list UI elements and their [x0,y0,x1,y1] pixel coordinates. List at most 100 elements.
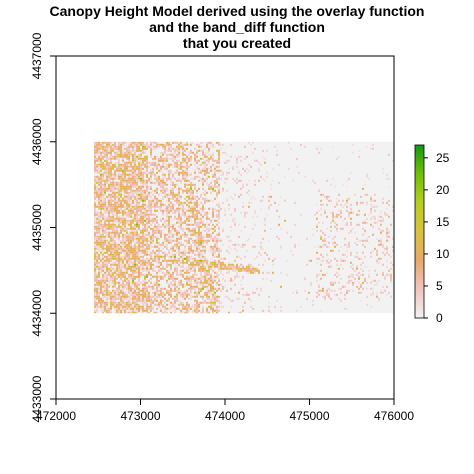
raster-cell [116,205,118,208]
raster-cell [374,279,376,282]
raster-cell [112,289,114,292]
raster-cell [144,219,146,222]
raster-cell [178,225,180,228]
raster-cell [134,287,136,290]
raster-cell [246,183,248,186]
raster-cell [204,161,206,164]
raster-cell [106,285,108,288]
raster-cell [208,291,210,294]
raster-cell [390,255,392,258]
raster-cell [194,259,196,262]
raster-cell [268,305,270,308]
raster-cell [188,203,190,206]
raster-cell [208,157,210,160]
raster-cell [94,305,96,308]
raster-cell [148,291,150,294]
raster-cell [218,255,220,258]
raster-cell [100,263,102,266]
raster-cell [100,203,102,206]
raster-cell [112,303,114,306]
raster-cell [168,199,170,202]
raster-cell [216,239,218,242]
raster-cell [112,195,114,198]
raster-cell [160,157,162,160]
raster-cell [200,233,202,236]
raster-cell [136,301,138,304]
raster-cell [240,179,242,182]
raster-cell [170,235,172,238]
raster-cell [176,277,178,280]
raster-cell [216,161,218,164]
raster-cell [98,183,100,186]
raster-cell [108,295,110,298]
raster-cell [366,175,368,178]
raster-cell [180,227,182,230]
raster-cell [168,221,170,224]
raster-cell [356,243,358,246]
raster-cell [376,205,378,208]
raster-cell [116,207,118,210]
raster-cell [206,295,208,298]
raster-cell [116,307,118,310]
raster-cell [236,165,238,168]
raster-cell [172,271,174,274]
raster-cell [96,305,98,308]
raster-cell [180,281,182,284]
raster-cell [102,147,104,150]
raster-cell [238,195,240,198]
raster-cell [374,217,376,220]
raster-cell [206,243,208,246]
raster-cell [122,199,124,202]
raster-cell [104,223,106,226]
raster-cell [154,189,156,192]
raster-cell [232,265,234,268]
raster-cell [206,287,208,290]
raster-cell [170,177,172,180]
raster-cell [214,235,216,238]
raster-cell [110,305,112,308]
raster-cell [192,287,194,290]
raster-cell [132,221,134,224]
raster-cell [112,229,114,232]
raster-cell [106,177,108,180]
raster-cell [202,161,204,164]
raster-cell [136,229,138,232]
raster-cell [100,245,102,248]
raster-cell [156,289,158,292]
raster-cell [214,247,216,250]
raster-cell [130,259,132,262]
raster-cell [128,213,130,216]
raster-cell [174,255,176,258]
raster-cell [142,221,144,224]
raster-cell [132,247,134,250]
raster-cell [296,289,298,292]
raster-cell [246,271,248,274]
raster-cell [172,301,174,304]
raster-cell [110,151,112,154]
raster-cell [98,169,100,172]
raster-cell [330,249,332,252]
raster-cell [192,295,194,298]
raster-cell [186,195,188,198]
raster-cell [106,151,108,154]
raster-cell [178,273,180,276]
raster-cell [106,283,108,286]
raster-cell [182,201,184,204]
raster-cell [128,181,130,184]
raster-cell [142,281,144,284]
raster-cell [176,245,178,248]
raster-cell [126,169,128,172]
raster-cell [112,237,114,240]
raster-cell [110,181,112,184]
raster-cell [96,193,98,196]
raster-cell [200,281,202,284]
raster-cell [98,201,100,204]
raster-cell [322,289,324,292]
raster-cell [164,293,166,296]
raster-cell [120,143,122,146]
raster-cell [348,231,350,234]
raster-cell [154,255,156,258]
raster-cell [198,227,200,230]
raster-cell [316,223,318,226]
raster-cell [184,257,186,260]
